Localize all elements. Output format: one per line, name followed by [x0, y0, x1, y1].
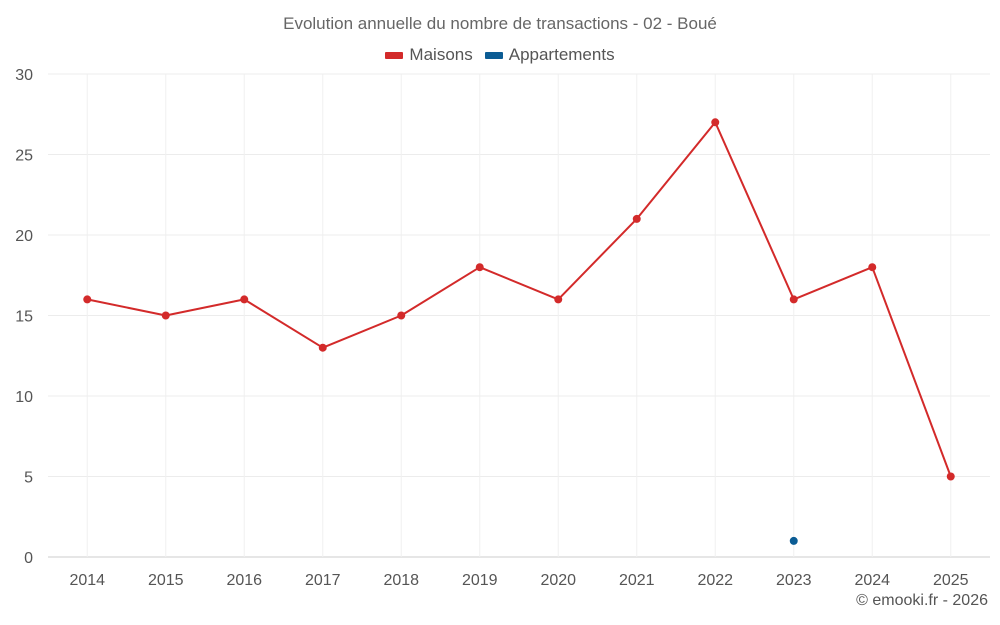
data-point-maisons-2024: [868, 263, 877, 272]
legend-item-appartements[interactable]: Appartements: [484, 45, 615, 65]
y-tick-label: 20: [15, 228, 33, 245]
chart-title: Evolution annuelle du nombre de transact…: [283, 14, 717, 33]
y-tick-label: 5: [24, 470, 33, 487]
x-tick-label: 2019: [462, 572, 498, 589]
data-point-maisons-2015: [161, 311, 170, 320]
data-point-maisons-2022: [711, 118, 720, 127]
x-tick-label: 2025: [933, 572, 969, 589]
data-point-maisons-2016: [240, 295, 249, 304]
x-tick-label: 2015: [148, 572, 184, 589]
data-point-maisons-2018: [397, 311, 406, 320]
legend-swatch-maisons: [385, 51, 404, 59]
legend-item-maisons[interactable]: Maisons: [385, 45, 473, 65]
x-tick-label: 2022: [697, 572, 733, 589]
legend: Maisons Appartements: [0, 45, 1000, 65]
series-line-maisons: [87, 121, 952, 477]
y-tick-label: 15: [15, 309, 33, 326]
x-tick-label: 2023: [776, 572, 812, 589]
legend-label-appartements: Appartements: [508, 45, 615, 64]
data-point-maisons-2017: [318, 343, 327, 352]
data-point-appartements-2023: [789, 536, 798, 545]
x-tick-label: 2017: [305, 572, 341, 589]
data-point-maisons-2021: [632, 214, 641, 223]
y-tick-label: 10: [15, 389, 33, 406]
x-tick-label: 2016: [226, 572, 262, 589]
y-tick-label: 0: [24, 550, 33, 567]
credit-text: © emooki.fr - 2026: [856, 592, 988, 609]
data-point-maisons-2025: [946, 472, 955, 481]
x-tick-label: 2024: [854, 572, 890, 589]
legend-label-maisons: Maisons: [409, 45, 473, 64]
x-tick-label: 2018: [383, 572, 419, 589]
data-point-maisons-2014: [83, 295, 92, 304]
legend-swatch-appartements: [484, 51, 503, 59]
x-tick-label: 2020: [540, 572, 576, 589]
y-tick-label: 25: [15, 148, 33, 165]
x-tick-label: 2014: [69, 572, 105, 589]
y-tick-label: 30: [15, 67, 33, 84]
data-point-maisons-2023: [789, 295, 798, 304]
x-tick-label: 2021: [619, 572, 655, 589]
data-point-maisons-2019: [475, 263, 484, 272]
data-point-maisons-2020: [554, 295, 563, 304]
